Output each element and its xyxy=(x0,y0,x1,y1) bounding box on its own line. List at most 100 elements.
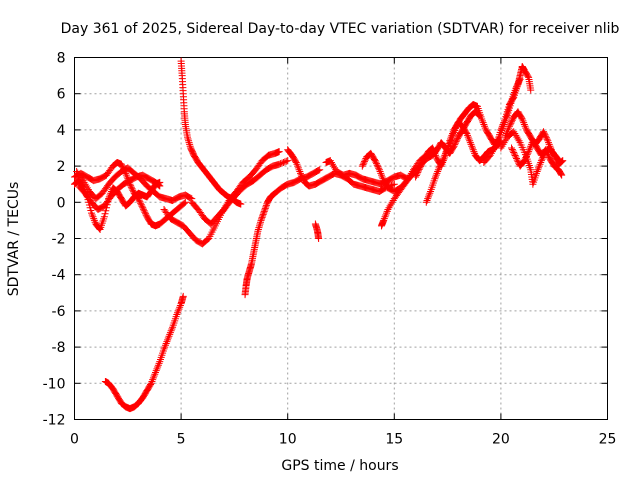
data-point xyxy=(465,135,473,143)
data-point xyxy=(328,160,336,168)
data-point xyxy=(278,159,286,167)
data-point xyxy=(134,195,142,203)
data-point xyxy=(293,160,301,168)
data-point xyxy=(331,164,339,172)
data-point xyxy=(478,117,486,125)
data-point xyxy=(422,198,430,206)
data-point xyxy=(552,154,560,162)
data-point xyxy=(436,161,444,169)
data-point xyxy=(466,139,474,147)
data-point xyxy=(255,222,263,230)
data-point xyxy=(255,224,263,232)
data-point xyxy=(101,210,109,218)
data-point xyxy=(414,167,422,175)
data-point xyxy=(508,146,516,154)
series-arc10 xyxy=(311,220,323,242)
data-point xyxy=(508,118,516,126)
data-point xyxy=(498,122,506,130)
data-point xyxy=(299,175,307,183)
data-point xyxy=(360,158,368,166)
data-point xyxy=(435,164,443,172)
data-point xyxy=(432,173,440,181)
series-arc6 xyxy=(177,57,245,208)
data-point xyxy=(152,368,160,376)
data-point xyxy=(257,218,265,226)
data-point xyxy=(434,166,442,174)
data-point xyxy=(527,142,535,150)
data-point xyxy=(541,131,549,139)
data-point xyxy=(505,124,513,132)
data-point xyxy=(147,379,155,387)
y-tick-label: -2 xyxy=(52,232,66,248)
data-point xyxy=(419,158,427,166)
data-point xyxy=(520,120,528,128)
data-point xyxy=(501,137,509,145)
data-point xyxy=(518,115,526,123)
data-point xyxy=(522,124,530,132)
data-point xyxy=(506,121,514,129)
data-point xyxy=(315,235,323,242)
data-point xyxy=(515,137,523,145)
data-point xyxy=(137,201,145,209)
data-point xyxy=(510,150,518,158)
data-point xyxy=(424,195,432,203)
data-point xyxy=(237,200,245,208)
data-point xyxy=(519,117,527,125)
data-point xyxy=(375,166,383,174)
data-point xyxy=(500,117,508,125)
data-point xyxy=(154,363,162,371)
x-tick-label: 5 xyxy=(177,432,186,448)
data-point xyxy=(220,206,228,214)
data-point xyxy=(284,157,292,165)
data-point xyxy=(256,220,264,228)
data-point xyxy=(492,142,500,150)
data-point xyxy=(415,165,423,173)
data-point xyxy=(385,204,393,212)
data-point xyxy=(447,136,455,144)
data-point xyxy=(446,138,454,146)
data-point xyxy=(275,160,283,168)
data-point xyxy=(539,154,547,162)
data-point xyxy=(513,133,521,141)
data-point xyxy=(187,194,195,202)
data-point xyxy=(526,144,534,152)
data-point xyxy=(466,137,474,145)
data-point xyxy=(429,146,437,154)
data-point xyxy=(431,175,439,183)
data-point xyxy=(444,144,452,152)
data-point xyxy=(372,158,380,166)
series-arc20 xyxy=(101,292,187,413)
data-point xyxy=(518,114,526,122)
data-point xyxy=(520,119,528,127)
data-point xyxy=(425,191,433,199)
data-point xyxy=(277,160,285,168)
y-axis-label: SDTVAR / TECUs xyxy=(6,182,22,297)
data-point xyxy=(507,119,515,127)
data-point xyxy=(508,144,516,152)
data-point xyxy=(463,130,471,138)
data-point xyxy=(559,157,567,165)
data-point xyxy=(386,202,394,210)
data-point xyxy=(88,209,96,217)
data-point xyxy=(521,122,529,130)
y-tick-label: -12 xyxy=(43,413,66,429)
data-point xyxy=(359,161,367,169)
y-tick-labels: -12 -10 -8 -6 -4 -2 0 2 4 6 8 xyxy=(43,51,66,429)
data-point xyxy=(467,140,475,148)
data-point xyxy=(375,164,383,172)
series-arc3 xyxy=(73,164,196,204)
data-point xyxy=(262,203,270,211)
data-point xyxy=(544,137,552,145)
data-point xyxy=(497,144,505,152)
data-point xyxy=(176,301,184,309)
data-point xyxy=(155,359,163,367)
data-point xyxy=(378,171,386,179)
data-point xyxy=(535,162,543,170)
data-point xyxy=(292,157,300,165)
data-point xyxy=(176,303,184,311)
data-point xyxy=(137,199,145,207)
data-point xyxy=(498,124,506,132)
data-point xyxy=(294,162,302,170)
data-point xyxy=(102,207,110,215)
data-point xyxy=(524,72,532,80)
